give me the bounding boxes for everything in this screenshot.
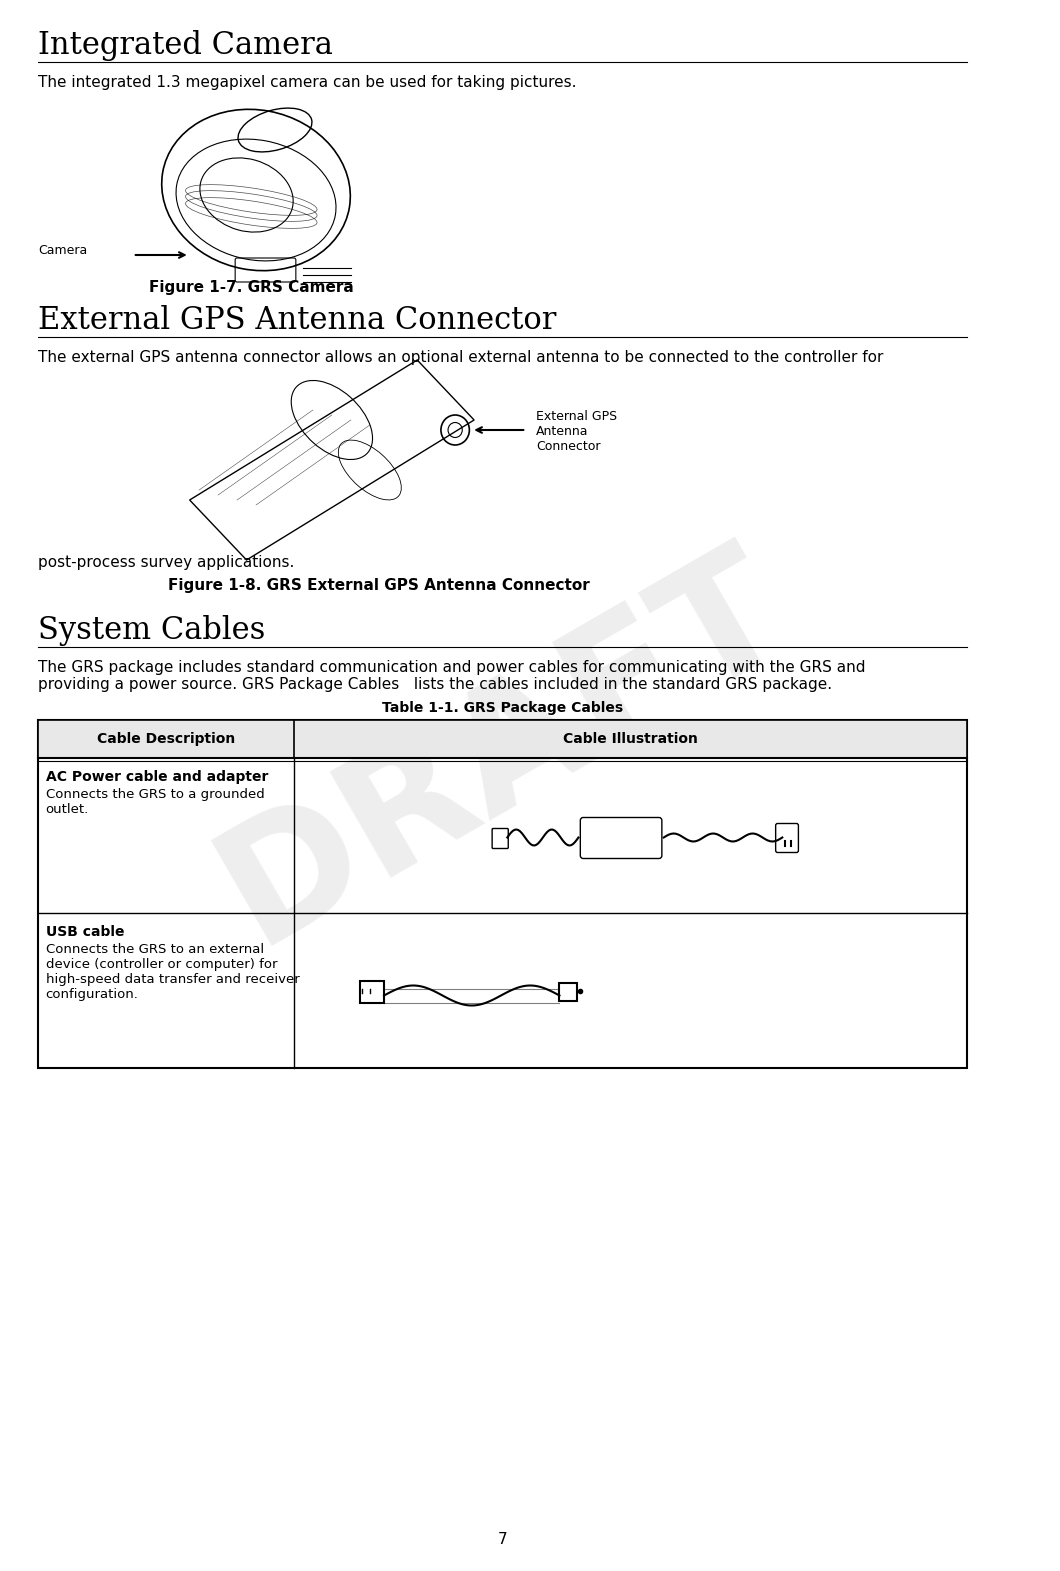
Bar	[560, 982, 577, 1001]
Text: Camera: Camera	[38, 244, 87, 256]
Text: Connects the GRS to a grounded
outlet.: Connects the GRS to a grounded outlet.	[46, 789, 264, 815]
Text: The GRS package includes standard communication and power cables for communicati: The GRS package includes standard commun…	[38, 660, 865, 693]
Bar	[38, 720, 967, 757]
Text: Figure 1-8. GRS External GPS Antenna Connector: Figure 1-8. GRS External GPS Antenna Con…	[169, 578, 590, 592]
Bar	[360, 980, 384, 1002]
Text: External GPS
Antenna
Connector: External GPS Antenna Connector	[535, 410, 617, 452]
Text: The integrated 1.3 megapixel camera can be used for taking pictures.: The integrated 1.3 megapixel camera can …	[38, 75, 577, 90]
Text: Cable Description: Cable Description	[96, 732, 235, 746]
Bar	[38, 720, 967, 1068]
Text: DRAFT: DRAFT	[192, 523, 813, 976]
Text: The external GPS antenna connector allows an optional external antenna to be con: The external GPS antenna connector allow…	[38, 350, 883, 364]
Text: Cable Illustration: Cable Illustration	[563, 732, 699, 746]
Text: External GPS Antenna Connector: External GPS Antenna Connector	[38, 305, 556, 336]
Text: System Cables: System Cables	[38, 614, 265, 646]
Text: post-process survey applications.: post-process survey applications.	[38, 555, 295, 570]
Text: Connects the GRS to an external
device (controller or computer) for
high-speed d: Connects the GRS to an external device (…	[46, 943, 299, 1001]
Text: USB cable: USB cable	[46, 925, 124, 939]
Text: Integrated Camera: Integrated Camera	[38, 30, 333, 61]
Text: AC Power cable and adapter: AC Power cable and adapter	[46, 770, 268, 784]
Text: Figure 1-7. GRS Camera: Figure 1-7. GRS Camera	[148, 280, 354, 295]
Text: 7: 7	[498, 1532, 508, 1547]
Text: Table 1-1. GRS Package Cables: Table 1-1. GRS Package Cables	[382, 701, 623, 715]
